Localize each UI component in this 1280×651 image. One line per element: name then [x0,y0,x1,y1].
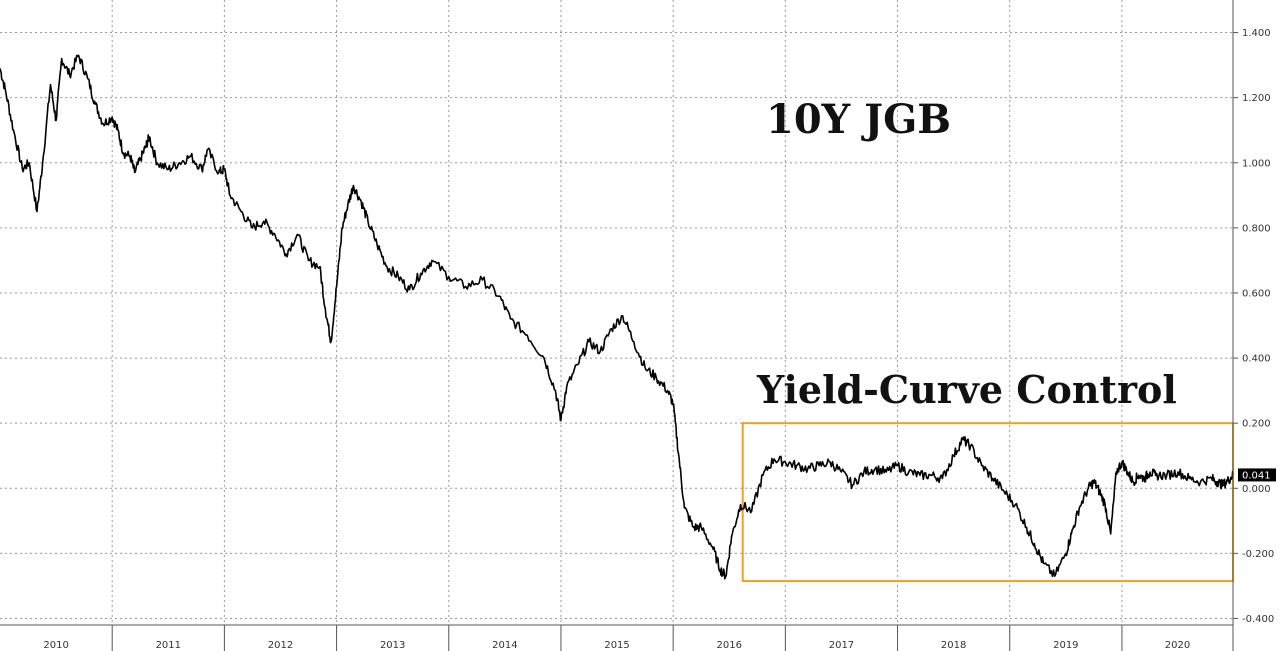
y-tick-label: 1.200 [1242,93,1271,104]
x-tick-label: 2018 [941,640,966,651]
x-tick-labels: 2010 2011 2012 2013 2014 2015 2016 2017 2018 2019… [43,640,1190,651]
x-tick-label: 2011 [156,640,181,651]
x-tick-label: 2012 [268,640,293,651]
yield-curve-control-box [741,422,1235,583]
y-tick-label: -0.400 [1242,614,1274,625]
x-tick-label: 2014 [492,640,517,651]
chart-title: 10Y JGB [766,96,951,143]
x-tick-label: 2017 [829,640,854,651]
series-line-10y-jgb [0,54,1234,580]
y-tick-label: 0.400 [1242,354,1271,365]
y-tick-label: 0.800 [1242,223,1271,234]
last-value-text: 0.041 [1242,470,1271,481]
y-tick-label: 1.000 [1242,158,1271,169]
x-tick-label: 2020 [1165,640,1190,651]
y-tick-label: -0.200 [1242,549,1274,560]
x-tick-label: 2013 [380,640,405,651]
last-value-label: 0.041 [1238,468,1276,482]
x-tick-label: 2010 [43,640,68,651]
gridlines [0,0,1233,625]
y-tick-labels: 1.400 1.200 1.000 0.800 0.600 0.400 0.200 0.000… [1242,28,1274,625]
x-tick-label: 2019 [1053,640,1078,651]
x-tick-label: 2015 [604,640,629,651]
y-tick-label: 1.400 [1242,28,1271,39]
yield-curve-control-annotation: Yield-Curve Control [756,367,1177,412]
y-tick-label: 0.000 [1242,484,1271,495]
axes [0,0,1238,651]
y-tick-label: 0.200 [1242,419,1271,430]
y-tick-label: 0.600 [1242,288,1271,299]
x-tick-label: 2016 [717,640,742,651]
